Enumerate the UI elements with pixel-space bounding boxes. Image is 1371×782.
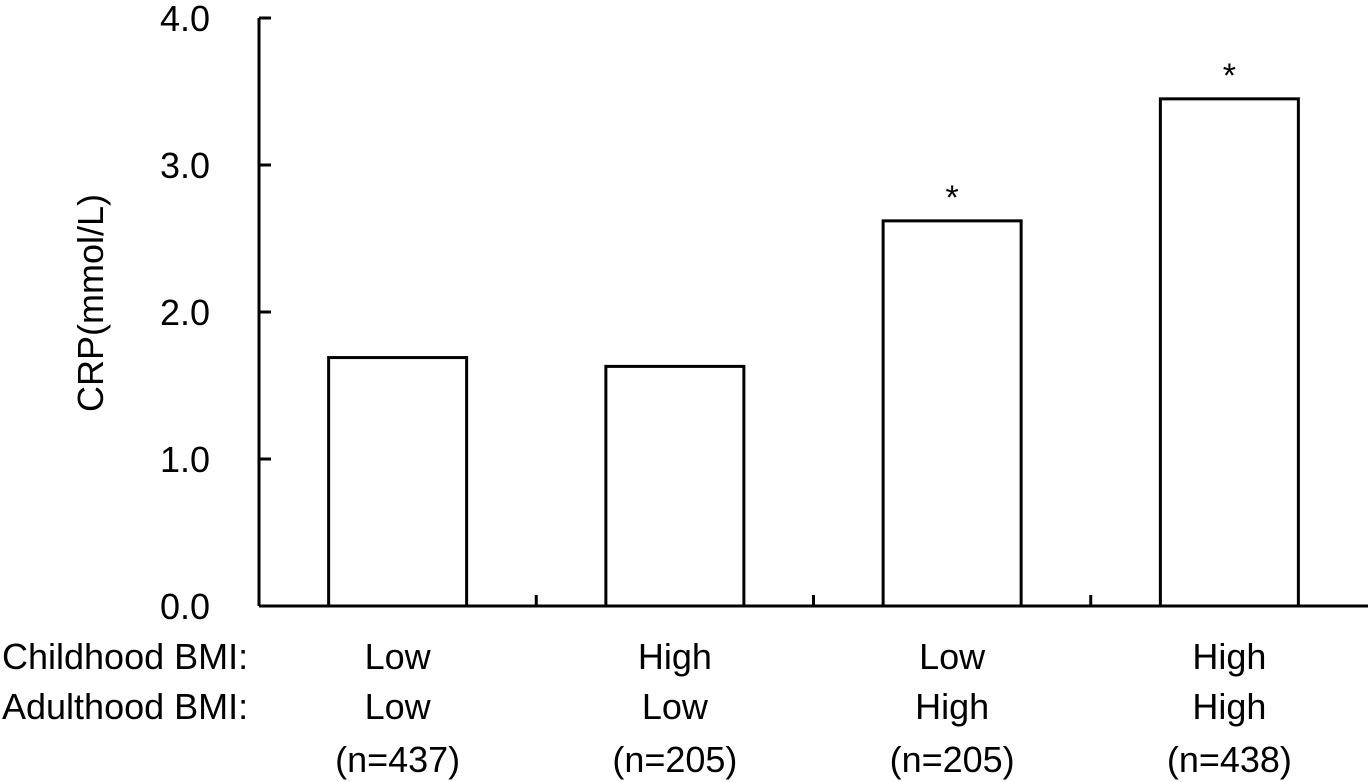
y-tick-label: 1.0 — [160, 439, 210, 480]
bar — [1158, 97, 1300, 608]
category-adulthood-label: Low — [365, 686, 432, 727]
bar — [881, 219, 1023, 608]
category-adulthood-label: High — [915, 686, 989, 727]
significance-markers: ** — [946, 57, 1236, 217]
y-tick-label: 0.0 — [160, 586, 210, 627]
y-ticks: 0.0 1.0 2.0 3.0 4.0 — [160, 0, 271, 627]
row-labels: Childhood BMI: Adulthood BMI: — [2, 636, 248, 727]
category-adulthood-label: Low — [642, 686, 709, 727]
x-ticks — [534, 595, 1093, 606]
category-n-label: (n=205) — [890, 739, 1015, 780]
y-tick-label: 2.0 — [160, 292, 210, 333]
category-adulthood-label: High — [1192, 686, 1266, 727]
category-labels: Low Low (n=437) High Low (n=205) Low High (n=205… — [335, 636, 1292, 780]
bar — [327, 356, 469, 608]
category-childhood-label: High — [638, 636, 712, 677]
category-n-label: (n=205) — [612, 739, 737, 780]
category-n-label: (n=438) — [1167, 739, 1292, 780]
row-label-adulthood: Adulthood BMI: — [2, 686, 248, 727]
y-tick-label: 3.0 — [160, 145, 210, 186]
category-childhood-label: Low — [919, 636, 986, 677]
bars — [327, 97, 1300, 608]
category-childhood-label: High — [1192, 636, 1266, 677]
row-label-childhood: Childhood BMI: — [2, 636, 248, 677]
y-axis-label: CRP(mmol/L) — [70, 194, 111, 412]
y-tick-label: 4.0 — [160, 0, 210, 39]
significance-marker: * — [1223, 57, 1236, 95]
significance-marker: * — [946, 179, 959, 217]
category-n-label: (n=437) — [335, 739, 460, 780]
bar — [604, 364, 746, 608]
category-childhood-label: Low — [365, 636, 432, 677]
